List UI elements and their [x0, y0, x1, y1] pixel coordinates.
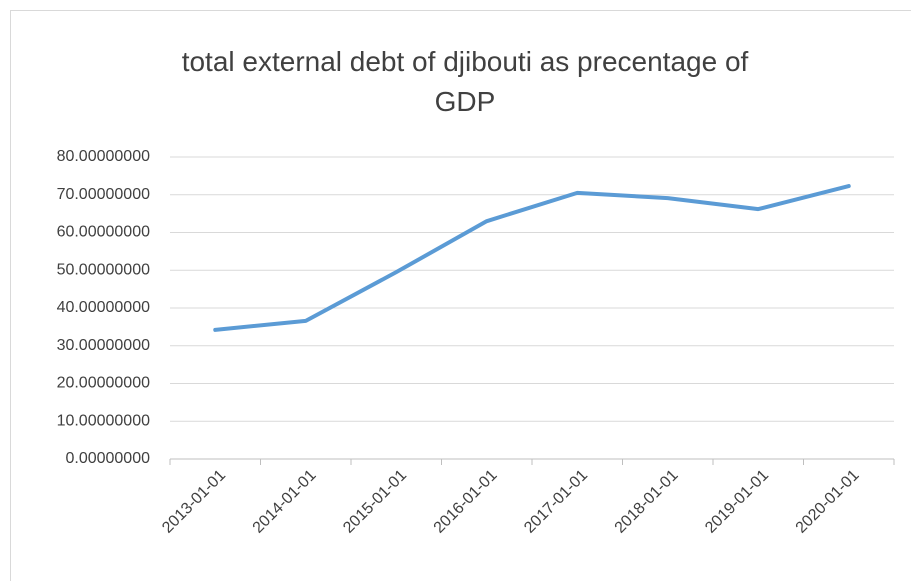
x-tick-label: 2017-01-01	[521, 467, 591, 537]
y-tick-label: 80.00000000	[57, 148, 151, 165]
y-tick-label: 20.00000000	[57, 375, 151, 392]
chart-border	[10, 10, 911, 581]
y-tick-label: 60.00000000	[57, 224, 151, 241]
x-tick-label: 2015-01-01	[340, 467, 410, 537]
chart-title: total external debt of djibouti as prece…	[181, 46, 749, 117]
y-tick-label: 50.00000000	[57, 261, 151, 278]
x-tick-label: 2019-01-01	[702, 467, 772, 537]
y-tick-label: 70.00000000	[57, 186, 151, 203]
y-tick-label: 40.00000000	[57, 299, 151, 316]
y-tick-label: 30.00000000	[57, 337, 151, 354]
x-tick-label: 2013-01-01	[159, 467, 229, 537]
x-tick-label: 2018-01-01	[612, 467, 682, 537]
y-tick-label: 10.00000000	[57, 412, 151, 429]
y-tick-label: 0.00000000	[65, 450, 150, 467]
x-tick-label: 2016-01-01	[431, 467, 501, 537]
series-line	[213, 184, 851, 332]
x-tick-label: 2014-01-01	[250, 467, 320, 537]
x-tick-label: 2020-01-01	[793, 467, 863, 537]
